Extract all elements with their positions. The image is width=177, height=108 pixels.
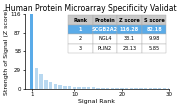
Bar [82,87,85,89]
Bar [144,88,147,89]
Bar [101,88,105,89]
Bar [153,88,157,89]
Bar [78,87,81,89]
Bar [149,88,152,89]
Bar [44,80,48,89]
Bar [39,74,43,89]
Bar [168,88,171,89]
Bar [92,87,95,89]
Bar [139,88,142,89]
Bar [115,88,119,89]
Bar [130,88,133,89]
Bar [35,68,38,89]
Bar [54,84,57,89]
Bar [163,88,166,89]
Bar [63,86,67,89]
Bar [158,88,161,89]
Y-axis label: Strength of Signal (Z score): Strength of Signal (Z score) [4,8,9,95]
Bar [106,88,109,89]
Bar [125,88,128,89]
Title: Human Protein Microarray Specificity Validation: Human Protein Microarray Specificity Val… [5,4,177,13]
Bar [58,85,62,89]
Bar [135,88,138,89]
Bar [30,14,33,89]
Bar [49,82,52,89]
Bar [120,88,124,89]
Bar [87,87,90,89]
Bar [68,86,71,89]
Bar [73,87,76,89]
X-axis label: Signal Rank: Signal Rank [78,99,115,104]
Bar [111,88,114,89]
Bar [96,88,100,89]
